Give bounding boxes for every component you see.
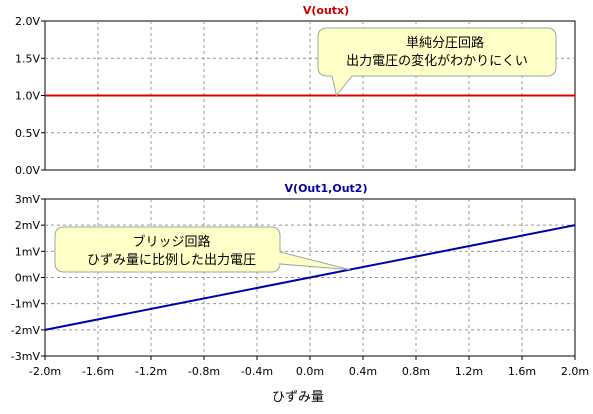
plot-bottom-series [44, 224, 576, 331]
y-tick-label: 0mV [15, 272, 41, 285]
y-tick-label: 1.0V [15, 90, 40, 103]
x-tick-label: 0.4m [349, 365, 377, 378]
x-tick-label: 0.0m [296, 365, 324, 378]
plot-bottom-annotation-bubble [54, 226, 350, 273]
plot-bottom-title: V(Out1,Out2) [285, 182, 368, 195]
x-tick-label: 0.8m [402, 365, 430, 378]
y-tick-label: 2mV [15, 219, 41, 232]
series-line [44, 224, 576, 331]
y-tick-label: 1mV [15, 245, 41, 258]
plot-top-annotation-line: 単純分圧回路 [406, 35, 484, 51]
plot-top-annotation-line: 出力電圧の変化がわかりにくい [346, 53, 528, 69]
y-tick-label: 0.0V [15, 164, 40, 177]
y-tick-label: 0.5V [15, 127, 40, 140]
plot-top-annotation-bubble [317, 27, 557, 97]
x-tick-label: 1.2m [455, 365, 483, 378]
x-tick-label: -2.0m [29, 365, 61, 378]
y-tick-label: 1.5V [15, 52, 40, 65]
plot-bottom-annotation: ブリッジ回路 ひずみ量に比例した出力電圧 [54, 226, 350, 273]
y-tick-label: 2.0V [15, 15, 40, 28]
x-tick-label: 2.0m [561, 365, 589, 378]
plot-bottom-x-ticks: -2.0m -1.6m -1.2m -0.8m -0.4m 0.0m 0.4m 0.8m 1.2… [29, 356, 589, 378]
plot-top-y-ticks: 0.0V 0.5V 1.0V 1.5V 2.0V [15, 15, 45, 177]
plot-top-annotation: 単純分圧回路 出力電圧の変化がわかりにくい [317, 27, 557, 97]
plot-bottom-annotation-line: ひずみ量に比例した出力電圧 [87, 253, 256, 268]
plot-top: 0.0V 0.5V 1.0V 1.5V 2.0V V(outx) 単純分圧回路 出力電圧… [15, 4, 576, 177]
y-tick-label: -3mV [11, 350, 41, 363]
x-axis-label: ひずみ量 [272, 390, 324, 405]
y-tick-label: -1mV [11, 298, 41, 311]
x-tick-label: -0.4m [241, 365, 273, 378]
x-tick-label: 1.6m [508, 365, 536, 378]
plot-bottom: -3mV -2mV -1mV 0mV 1mV 2mV 3mV -2.0m -1.6m -1.2m… [11, 182, 589, 405]
x-tick-label: -1.6m [82, 365, 114, 378]
plot-top-title: V(outx) [303, 4, 349, 17]
x-tick-label: -0.8m [188, 365, 220, 378]
y-tick-label: 3mV [15, 193, 41, 206]
y-tick-label: -2mV [11, 324, 41, 337]
x-tick-label: -1.2m [135, 365, 167, 378]
plot-bottom-annotation-line: ブリッジ回路 [132, 234, 210, 250]
plot-bottom-y-ticks: -3mV -2mV -1mV 0mV 1mV 2mV 3mV [11, 193, 45, 363]
